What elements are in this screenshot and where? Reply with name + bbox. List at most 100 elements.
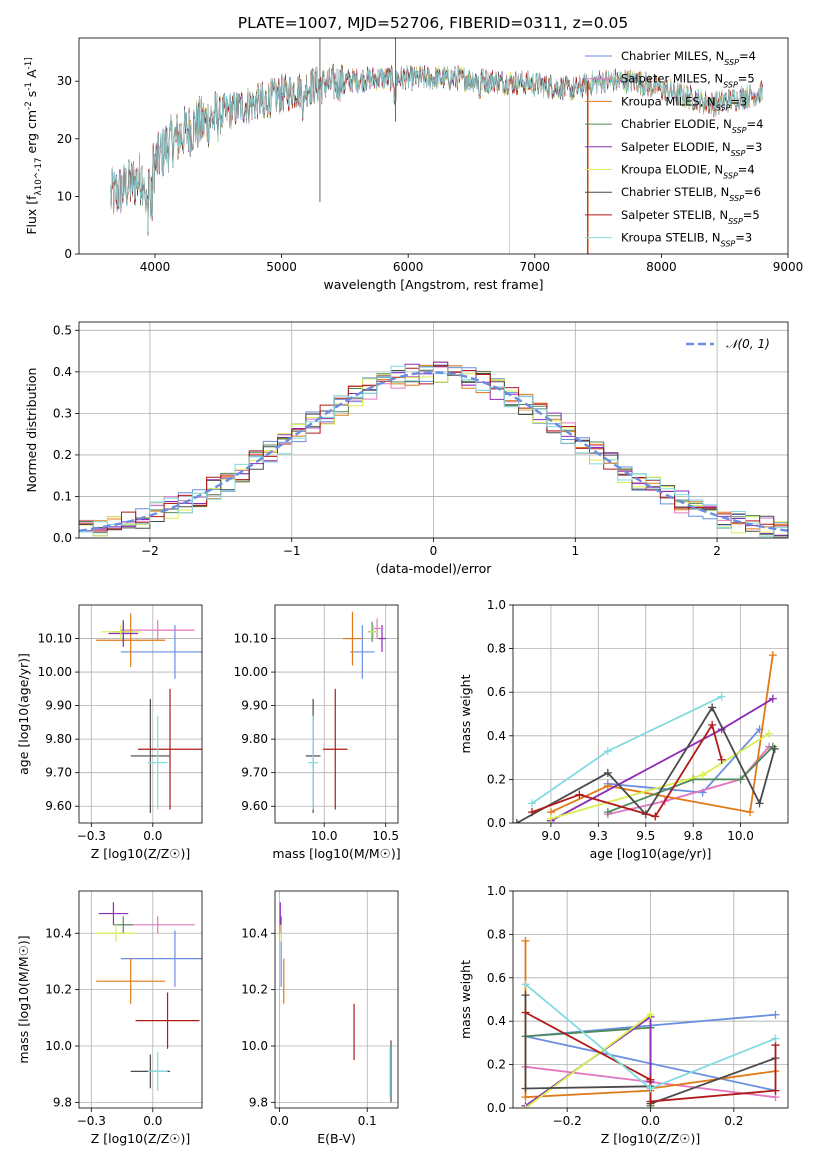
mass-weight-line-salpeter-miles <box>607 746 770 816</box>
axes-frame <box>274 604 399 824</box>
figure-title: PLATE=1007, MJD=52706, FIBERID=0311, z=0… <box>238 14 628 32</box>
y-tick-label: 9.70 <box>45 766 72 780</box>
data-point-marker <box>771 1086 780 1095</box>
y-tick-label: 0.4 <box>487 729 506 743</box>
y-tick-label: 0.2 <box>487 772 506 786</box>
y-tick-label: 10.4 <box>45 926 72 940</box>
plot-area <box>110 38 763 254</box>
mass-weight-line-chabrier-elodie <box>607 746 774 813</box>
panel-residuals: −2 −1 0 1 2 0.0 0.1 0.2 0.3 0.4 0.5 (data-model)/er… <box>24 321 789 576</box>
y-tick-label: 10.4 <box>241 926 268 940</box>
y-axis-label: mass weight <box>458 960 473 1039</box>
panel-mass_weight_vs_Z: −0.2 0.0 0.2 0.0 0.2 0.4 0.6 0.8 1.0 Z [log10(Z/Z… <box>458 884 789 1146</box>
axes-frame <box>78 37 789 255</box>
chart-layer: 4000 5000 6000 7000 8000 90000102030wavelengt… <box>16 37 804 1146</box>
legend-series-name: Chabrier STELIB <box>621 185 713 199</box>
y-tick-label: 9.90 <box>45 699 72 713</box>
histogram-kroupa-stelib <box>79 365 788 537</box>
panel-mass_vs_EBV: 0.0 0.1 9.8 10.0 10.2 10.4 E(B-V) <box>241 890 399 1146</box>
normal-curve <box>79 371 788 532</box>
axes-frame <box>78 604 203 824</box>
y-tick-label: 10.00 <box>234 665 268 679</box>
x-axis-label: mass [log10(M/M☉)] <box>272 846 400 861</box>
mass-weight-line-chabrier-stelib <box>516 705 776 823</box>
data-point-marker <box>755 799 764 808</box>
plot-area <box>513 651 779 823</box>
legend-label: Chabrier ELODIE, NSSP=4 <box>621 117 763 135</box>
data-point-marker <box>546 814 555 823</box>
data-point-marker <box>603 781 612 790</box>
y-tick-label: 10.00 <box>38 665 72 679</box>
x-tick-label: 4000 <box>140 260 171 274</box>
data-point-marker <box>771 1034 780 1043</box>
plot-area <box>521 936 780 1108</box>
y-tick-label: 0.5 <box>53 323 72 337</box>
y-axis-label: Normed distribution <box>24 368 39 493</box>
axes-frame <box>274 890 399 1109</box>
x-tick-label: 10.0 <box>727 829 754 843</box>
data-point-marker <box>521 1093 530 1102</box>
legend-series-name: Salpeter STELIB <box>621 208 712 222</box>
x-tick-label: 0.1 <box>358 1114 377 1128</box>
y-tick-label: 0.0 <box>487 1101 506 1115</box>
x-tick-label: 7000 <box>520 260 551 274</box>
data-point-marker <box>646 1010 655 1019</box>
plot-area <box>79 361 788 538</box>
axes-frame <box>512 604 789 824</box>
legend-series-name: Salpeter MILES <box>621 72 707 86</box>
x-axis-label: Z [log10(Z/Z☉)] <box>91 846 191 861</box>
legend-series-name: Kroupa ELODIE <box>621 163 707 177</box>
y-tick-label: 0.1 <box>53 489 72 503</box>
x-axis-label: wavelength [Angstrom, rest frame] <box>323 277 543 292</box>
x-tick-label: 9000 <box>773 260 804 274</box>
axes-frame <box>78 890 203 1109</box>
x-tick-label: 10.5 <box>372 829 399 843</box>
legend-label: Salpeter STELIB, NSSP=5 <box>621 208 760 226</box>
y-tick-label: 30 <box>57 74 72 88</box>
x-tick-label: 9.0 <box>541 829 560 843</box>
y-tick-label: 9.8 <box>53 1095 72 1109</box>
legend: Chabrier MILES, NSSP=4 Salpeter MILES, NS… <box>585 49 763 248</box>
x-tick-label: 10.0 <box>311 829 338 843</box>
x-tick-label: −0.3 <box>77 1114 106 1128</box>
y-tick-label: 1.0 <box>487 598 506 612</box>
x-tick-label: 9.5 <box>636 829 655 843</box>
legend-label: Kroupa MILES, NSSP=3 <box>621 94 747 112</box>
y-tick-label: 0.6 <box>487 971 506 985</box>
y-tick-label: 10.0 <box>241 1039 268 1053</box>
plot-area <box>279 902 392 1103</box>
x-tick-label: 0.0 <box>143 829 162 843</box>
legend-label: 𝒩(0, 1) <box>726 337 770 351</box>
data-point-marker <box>708 720 717 729</box>
data-point-marker <box>771 1010 780 1019</box>
y-axis-label: age [log10(age/yr)] <box>16 653 31 775</box>
x-tick-label: 0 <box>430 544 438 558</box>
plot-area <box>305 611 386 813</box>
legend-series-name: Chabrier ELODIE <box>621 117 716 131</box>
panel-mass_vs_Z: −0.3 0.0 9.8 10.0 10.2 10.4 Z [log10(Z/Z☉)] mas… <box>16 890 203 1146</box>
y-tick-label: 0.0 <box>53 531 72 545</box>
x-tick-label: 0.0 <box>270 1114 289 1128</box>
data-point-marker <box>527 808 536 817</box>
panel-mass_weight_vs_age: 9.0 9.3 9.5 9.8 10.0 0.0 0.2 0.4 0.6 0.8 1.0 age [l… <box>458 598 789 861</box>
y-tick-label: 10.10 <box>38 632 72 646</box>
legend-label: Salpeter ELODIE, NSSP=3 <box>621 140 762 158</box>
data-point-marker <box>708 703 717 712</box>
y-axis-label: Flux [fλ10^-17 erg cm-2 s-1 A-1] <box>24 57 44 234</box>
y-tick-label: 9.70 <box>241 766 268 780</box>
legend-label: Chabrier MILES, NSSP=4 <box>621 49 756 67</box>
data-point-marker <box>746 808 755 817</box>
plot-area <box>96 613 202 813</box>
y-tick-label: 9.80 <box>241 732 268 746</box>
y-tick-label: 20 <box>57 132 72 146</box>
y-tick-label: 0.2 <box>487 1058 506 1072</box>
data-point-marker <box>527 799 536 808</box>
data-point-marker <box>768 651 777 660</box>
data-point-marker <box>513 819 521 823</box>
data-point-marker <box>521 991 530 1000</box>
x-tick-label: −1 <box>283 544 301 558</box>
y-tick-label: 9.60 <box>45 799 72 813</box>
data-point-marker <box>603 768 612 777</box>
y-tick-label: 0 <box>64 247 72 261</box>
data-point-marker <box>521 980 530 989</box>
